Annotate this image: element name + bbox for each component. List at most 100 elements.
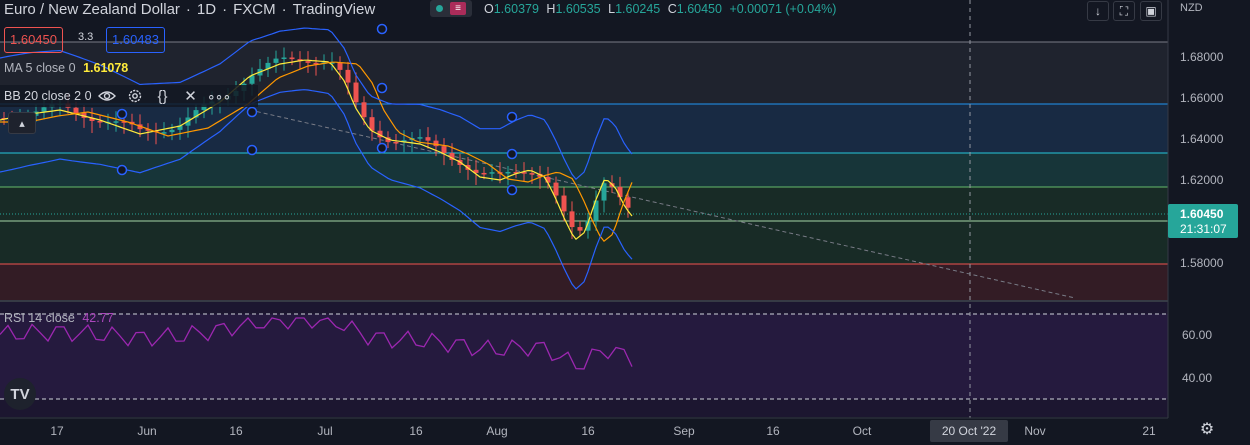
time-tick-label: 21 [1142, 424, 1156, 438]
symbol-header[interactable]: Euro / New Zealand Dollar · 1D · FXCM · … [4, 0, 375, 18]
gear-icon[interactable]: ⚙ [1199, 421, 1215, 438]
arrow-down-icon[interactable]: ↓ [1087, 1, 1109, 21]
price-tick-label: 1.64000 [1180, 132, 1224, 146]
candle-body [345, 69, 351, 83]
candle-body [177, 125, 183, 130]
platform: TradingView [292, 0, 376, 18]
pivot-marker [506, 111, 518, 123]
countdown-label: 21:31:07 [1180, 222, 1227, 236]
candle-body [521, 172, 527, 174]
candle-body [593, 200, 599, 221]
candle-body [369, 117, 375, 131]
candle-body [313, 62, 319, 65]
candle-body [145, 129, 151, 131]
candle-body [289, 57, 295, 60]
high-label: H [546, 2, 556, 16]
time-tick-label: 16 [766, 424, 780, 438]
rsi-tick-label: 60.00 [1182, 328, 1212, 342]
market-status-pill[interactable]: ≡ [430, 0, 472, 17]
candle-body [329, 62, 335, 64]
close-label: C [667, 2, 677, 16]
ohlc-values: O1.60379 H1.60535 L1.60245 C1.60450 +0.0… [484, 2, 836, 16]
tradingview-logo[interactable]: TV [4, 378, 36, 410]
candle-body [201, 104, 207, 111]
change-value: +0.00071 (+0.04%) [729, 2, 837, 16]
candle-body [121, 121, 127, 123]
candle-body [97, 120, 103, 123]
time-tick-label: Jul [317, 424, 332, 438]
axis-labels: 1.68000 1.66000 1.64000 1.62000 1.58000 NZD 1.… [50, 2, 1238, 442]
header-separator: · [222, 0, 228, 18]
bb-legend[interactable]: BB 20 close 2 0 {} ✕ ∘∘∘ [0, 85, 258, 107]
candle-body [305, 61, 311, 63]
pivot-marker [506, 148, 518, 160]
currency-label: NZD [1180, 2, 1203, 14]
settings-icon[interactable] [124, 86, 146, 106]
close-icon[interactable]: ✕ [184, 88, 197, 105]
zone-green [0, 187, 1168, 264]
candle-body [585, 220, 591, 231]
buy-price-button[interactable]: 1.60483 [106, 27, 165, 53]
broker: FXCM [233, 0, 276, 18]
low-label: L [608, 2, 616, 16]
time-axis[interactable] [0, 418, 1250, 445]
screenshot-icon[interactable]: ▣ [1140, 1, 1162, 21]
candle-body [601, 183, 607, 201]
pivot-marker [376, 142, 388, 154]
candle-body [577, 227, 583, 231]
symbol-name[interactable]: Euro / New Zealand Dollar [4, 0, 180, 18]
candle-body [553, 182, 559, 196]
candle-body [569, 211, 575, 228]
fullscreen-icon[interactable]: ⛶ [1113, 1, 1135, 21]
candle-body [513, 171, 519, 174]
candle-body [353, 82, 359, 103]
open-label: O [484, 2, 494, 16]
time-tick-label: Oct [853, 424, 872, 438]
time-tick-label: 17 [50, 424, 64, 438]
candle-body [561, 195, 567, 212]
candle-body [425, 137, 431, 141]
zone-blue [0, 104, 1168, 153]
time-tick-label: 16 [229, 424, 243, 438]
ma-legend[interactable]: MA 5 close 0 1.61078 [4, 61, 128, 75]
more-icon[interactable]: ∘∘∘ [206, 87, 231, 104]
time-tick-label: Aug [486, 424, 507, 438]
rsi-value: 42.77 [82, 311, 114, 325]
eye-icon[interactable] [96, 86, 118, 106]
header-separator: · [185, 0, 191, 18]
candle-body [41, 107, 47, 112]
candle-body [625, 197, 631, 208]
source-code-icon[interactable]: {} [157, 87, 168, 105]
candle-body [377, 130, 383, 138]
candle-body [169, 129, 175, 133]
rsi-legend[interactable]: RSI 14 close 42.77 [4, 311, 114, 325]
time-tick-label: Nov [1024, 424, 1045, 438]
time-tick-label: 16 [409, 424, 423, 438]
rsi-label: RSI 14 close [4, 311, 75, 325]
candle-body [337, 62, 343, 70]
sell-price-button[interactable]: 1.60450 [4, 27, 63, 53]
candle-body [297, 59, 303, 62]
status-dot-icon [436, 5, 443, 12]
interval[interactable]: 1D [196, 0, 217, 18]
time-tick-label: Sep [673, 424, 695, 438]
flag-icon: ≡ [450, 2, 466, 15]
candle-body [537, 173, 543, 177]
candle-body [281, 57, 287, 60]
candle-body [617, 186, 623, 198]
collapse-icon[interactable]: ▴ [8, 112, 36, 134]
ma-label: MA 5 close 0 [4, 61, 76, 75]
candle-body [89, 117, 95, 121]
candle-body [249, 75, 255, 84]
candle-body [113, 121, 119, 123]
candle-body [441, 146, 447, 154]
ma-value: 1.61078 [83, 61, 129, 75]
pivot-marker [116, 164, 128, 176]
close-value: 1.60450 [676, 2, 722, 16]
ma-line [0, 59, 633, 241]
rsi-line [0, 317, 633, 370]
candle-body [361, 102, 367, 118]
candle-body [273, 58, 279, 63]
